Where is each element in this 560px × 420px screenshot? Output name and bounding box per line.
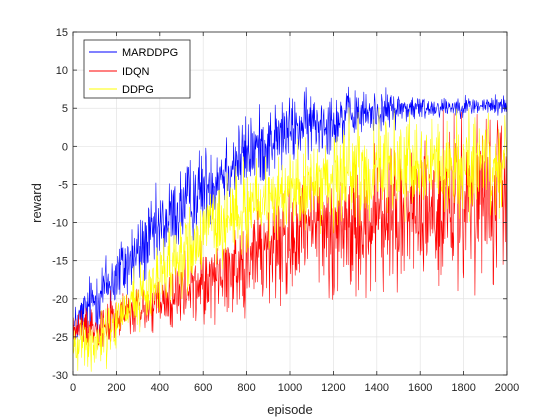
y-axis-label: reward <box>29 183 44 223</box>
x-tick-label: 200 <box>107 382 125 394</box>
x-tick-label: 600 <box>194 382 212 394</box>
x-tick-label: 1800 <box>451 382 475 394</box>
series-line-ddpg <box>73 107 507 372</box>
y-tick-label: -5 <box>58 179 68 191</box>
legend-label-marddpg: MARDDPG <box>122 47 178 59</box>
x-tick-labels: 0 200 400 600 800 1000 1200 1400 1600 1800 2000 <box>70 382 519 394</box>
y-tick-labels: -30 -25 -20 -15 -10 -5 0 5 10 15 <box>52 27 68 382</box>
x-tick-label: 400 <box>151 382 169 394</box>
x-tick-label: 1200 <box>321 382 345 394</box>
legend: MARDDPG IDQN DDPG <box>83 39 191 99</box>
y-tick-label: -15 <box>52 256 68 268</box>
x-tick-label: 2000 <box>495 382 519 394</box>
y-tick-label: -20 <box>52 294 68 306</box>
axis-ticks <box>72 31 508 376</box>
x-tick-label: 1000 <box>278 382 302 394</box>
x-tick-label: 0 <box>70 382 76 394</box>
series-layer <box>73 86 507 372</box>
y-tick-label: 15 <box>56 27 68 39</box>
y-tick-label: 5 <box>62 103 68 115</box>
legend-label-ddpg: DDPG <box>122 84 154 96</box>
y-tick-label: -30 <box>52 370 68 382</box>
x-tick-label: 1400 <box>365 382 389 394</box>
x-tick-label: 800 <box>237 382 255 394</box>
x-tick-label: 1600 <box>408 382 432 394</box>
legend-box <box>83 39 191 99</box>
x-axis-label: episode <box>267 402 313 417</box>
y-tick-label: 10 <box>56 65 68 77</box>
y-tick-label: -25 <box>52 332 68 344</box>
legend-label-idqn: IDQN <box>122 66 150 78</box>
y-tick-label: -10 <box>52 218 68 230</box>
series-line-marddpg <box>73 86 507 349</box>
series-line-idqn <box>73 109 507 350</box>
y-tick-label: 0 <box>62 141 68 153</box>
